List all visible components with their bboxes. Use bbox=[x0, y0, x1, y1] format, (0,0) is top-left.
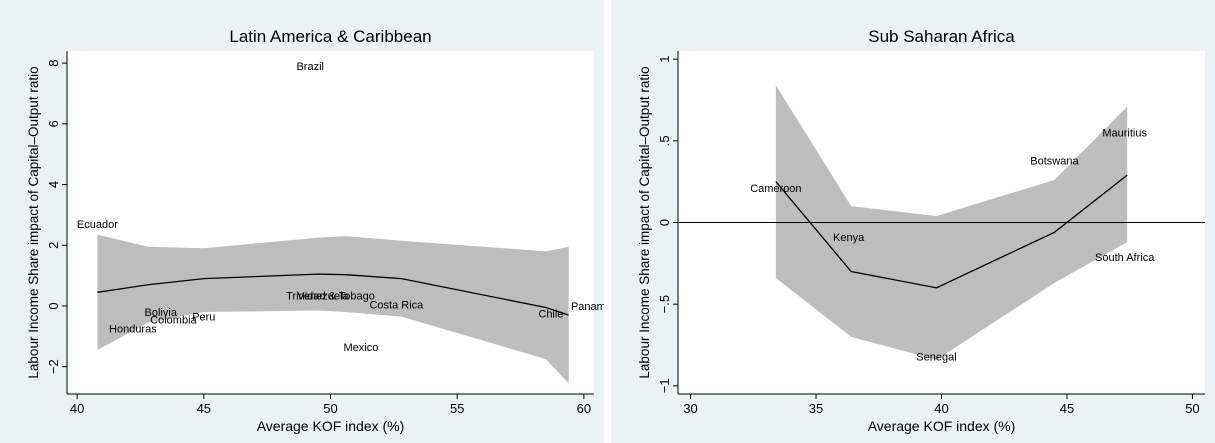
y-tick-label: 2 bbox=[46, 242, 61, 249]
point-label: Cameroon bbox=[750, 183, 801, 195]
y-tick-label: 8 bbox=[46, 60, 61, 67]
x-tick-label: 40 bbox=[70, 401, 84, 416]
point-label: Botswana bbox=[1030, 155, 1079, 167]
x-tick-label: 35 bbox=[809, 401, 823, 416]
y-tick-label: −2 bbox=[46, 359, 61, 374]
fit-line bbox=[97, 273, 569, 316]
y-axis-title: Labour Income Share impact of Capital–Ou… bbox=[26, 66, 41, 378]
point-label: Panama bbox=[571, 301, 604, 313]
y-tick-label: 4 bbox=[46, 181, 61, 188]
chart-title: Sub Saharan Africa bbox=[868, 27, 1015, 46]
point-label: Mauritius bbox=[1102, 128, 1147, 140]
x-tick-label: 60 bbox=[577, 401, 591, 416]
y-tick-label: .5 bbox=[657, 135, 672, 146]
point-label: Mexico bbox=[343, 342, 378, 354]
x-tick-label: 40 bbox=[934, 401, 948, 416]
y-tick-label: −.5 bbox=[657, 295, 672, 313]
y-tick-label: 0 bbox=[657, 219, 672, 226]
x-tick-label: 50 bbox=[1185, 401, 1199, 416]
x-tick-label: 45 bbox=[197, 401, 211, 416]
point-label: Ecuador bbox=[77, 219, 118, 231]
y-axis-title: Labour Income Share impact of Capital–Ou… bbox=[637, 66, 652, 378]
point-label: Peru bbox=[192, 312, 215, 324]
chart-latin-america: 40 45 50 55 60 −2 0 2 4 6 8 Brazil Ecuador Trinidad &… bbox=[0, 0, 604, 443]
x-tick-label: 55 bbox=[450, 401, 464, 416]
point-label: Brazil bbox=[296, 61, 324, 73]
chart-panel-sub-saharan-africa: 30 35 40 45 50 −1 −.5 0 .5 1 Cameroon Kenya Senegal B… bbox=[611, 0, 1215, 443]
point-label: Colombia bbox=[150, 315, 197, 327]
chart-title: Latin America & Caribbean bbox=[229, 27, 431, 46]
point-label: Chile bbox=[538, 309, 563, 321]
chart-sub-saharan-africa: 30 35 40 45 50 −1 −.5 0 .5 1 Cameroon Kenya Senegal B… bbox=[611, 0, 1215, 443]
x-tick-label: 50 bbox=[323, 401, 337, 416]
y-tick-label: 6 bbox=[46, 120, 61, 127]
point-label: Venezuela bbox=[297, 290, 349, 302]
y-tick-label: −1 bbox=[657, 378, 672, 393]
confidence-band bbox=[97, 234, 569, 384]
chart-panel-latin-america: 40 45 50 55 60 −2 0 2 4 6 8 Brazil Ecuador Trinidad &… bbox=[0, 0, 604, 443]
point-label: Costa Rica bbox=[369, 299, 424, 311]
point-label: Kenya bbox=[833, 232, 865, 244]
y-tick-label: 1 bbox=[657, 56, 672, 63]
x-tick-label: 45 bbox=[1060, 401, 1074, 416]
fit-line bbox=[775, 174, 1128, 289]
point-label: Bolivia bbox=[145, 307, 178, 319]
point-label: Senegal bbox=[916, 351, 956, 363]
x-axis-title: Average KOF index (%) bbox=[257, 418, 405, 434]
y-tick-label: 0 bbox=[46, 302, 61, 309]
point-label: Honduras bbox=[109, 324, 157, 336]
x-tick-label: 30 bbox=[683, 401, 697, 416]
point-label: South Africa bbox=[1095, 252, 1155, 264]
x-axis-title: Average KOF index (%) bbox=[868, 418, 1016, 434]
point-label: Trinidad & Tobago bbox=[286, 290, 375, 302]
